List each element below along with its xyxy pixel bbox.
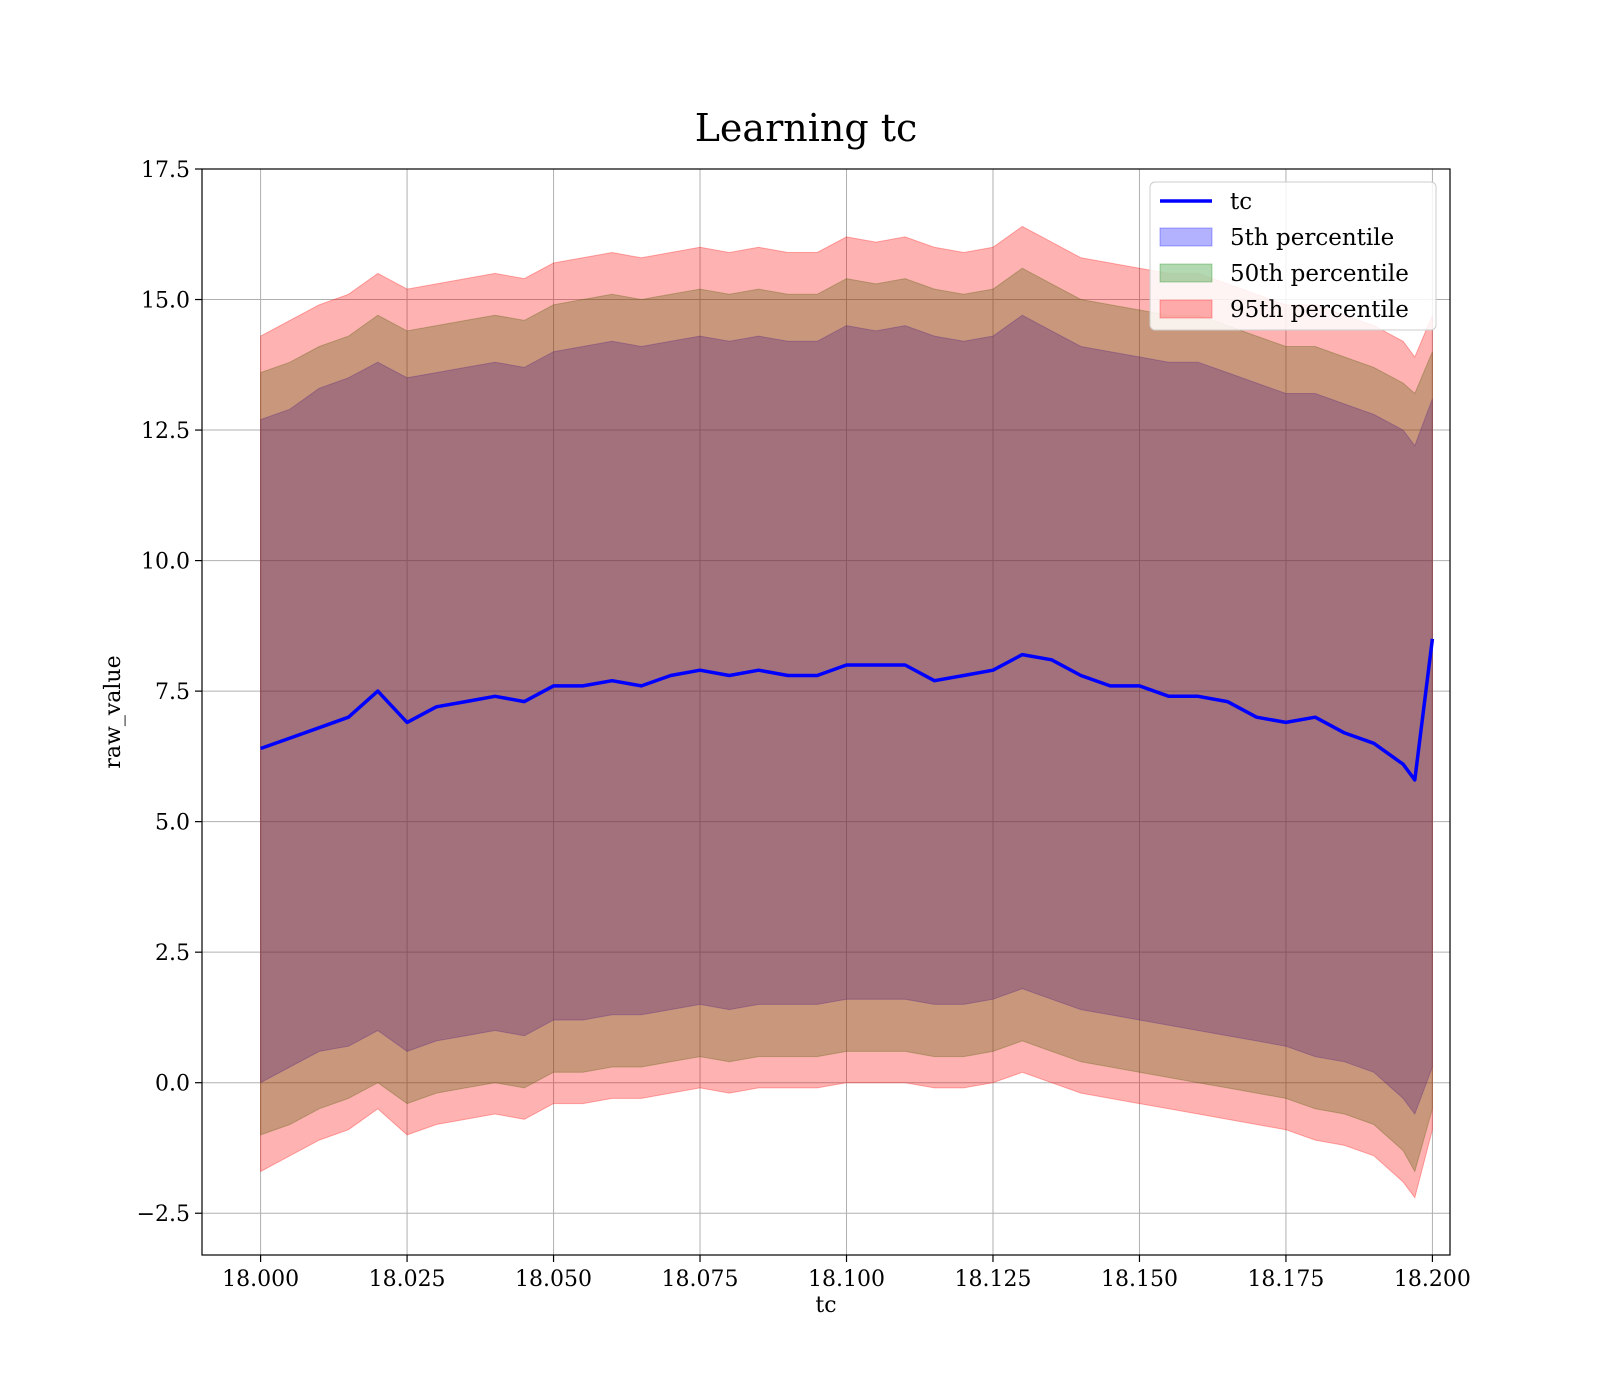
y-tick-label-8: 17.5: [141, 158, 190, 183]
band-95th-percentile: [260, 225, 1433, 1199]
legend-swatch-3: [1159, 299, 1213, 319]
y-axis-ticks: −2.5 0.0 2.5 5.0 7.5 10.0 12.5 15.0 17.5: [137, 158, 202, 1227]
x-tick-label-3: 18.075: [662, 1267, 739, 1292]
series-lines: [260, 638, 1435, 782]
y-tick-label-4: 7.5: [155, 680, 190, 705]
x-tick-label-2: 18.050: [515, 1267, 592, 1292]
band-5th-percentile: [260, 314, 1433, 1116]
y-tick-label-2: 2.5: [155, 941, 190, 966]
x-tick-label-8: 18.200: [1394, 1267, 1471, 1292]
legend-label-1: 5th percentile: [1230, 225, 1394, 251]
y-tick-label-7: 15.0: [141, 289, 190, 314]
legend-box: [1149, 181, 1437, 331]
legend-label-3: 95th percentile: [1230, 297, 1409, 323]
x-tick-label-6: 18.150: [1101, 1267, 1178, 1292]
x-tick-label-4: 18.100: [808, 1267, 885, 1292]
legend-label-2: 50th percentile: [1230, 261, 1409, 287]
y-tick-label-6: 12.5: [141, 419, 190, 444]
y-tick-label-0: −2.5: [137, 1202, 190, 1227]
legend-label-0: tc: [1230, 189, 1252, 215]
line-tc: [260, 638, 1435, 782]
legend-swatch-2: [1159, 263, 1213, 283]
y-tick-label-5: 10.0: [141, 550, 190, 575]
y-axis-title: raw_value: [101, 655, 126, 768]
legend: tc 5th percentile 50th percentile 95th perc…: [1149, 181, 1437, 331]
legend-swatch-1: [1159, 227, 1213, 247]
x-tick-label-1: 18.025: [369, 1267, 446, 1292]
chart-title: Learning tc: [695, 106, 918, 150]
x-axis-title: tc: [815, 1293, 836, 1318]
x-axis-ticks: 18.000 18.025 18.050 18.075 18.100 18.125 18.1…: [222, 1255, 1471, 1292]
percentile-bands: [260, 225, 1433, 1199]
x-tick-label-0: 18.000: [222, 1267, 299, 1292]
y-tick-label-1: 0.0: [155, 1072, 190, 1097]
x-tick-label-7: 18.175: [1247, 1267, 1324, 1292]
plot-area: [202, 169, 1450, 1255]
plot-frame: [201, 168, 1451, 1256]
x-tick-label-5: 18.125: [954, 1267, 1031, 1292]
band-50th-percentile: [260, 267, 1433, 1173]
y-tick-label-3: 5.0: [155, 811, 190, 836]
